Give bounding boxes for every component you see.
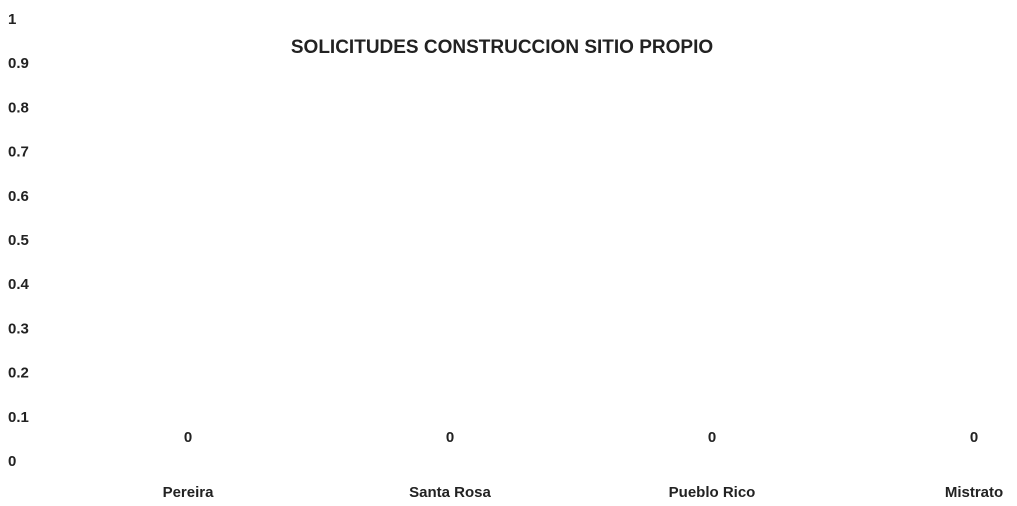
x-tick-label: Pueblo Rico: [669, 484, 756, 501]
y-tick-label: 0.4: [8, 276, 30, 293]
y-tick-label: 0.2: [8, 365, 29, 382]
data-label: 0: [708, 429, 716, 446]
x-tick-label: Pereira: [163, 484, 215, 501]
y-tick-label: 0.9: [8, 55, 29, 72]
y-tick-label: 0.8: [8, 99, 29, 116]
x-tick-label: Santa Rosa: [409, 484, 491, 501]
y-tick-label: 0.5: [8, 232, 29, 249]
x-tick-label: Mistrato: [945, 484, 1003, 501]
data-label: 0: [970, 429, 978, 446]
data-label: 0: [446, 429, 454, 446]
y-tick-label: 0.3: [8, 320, 29, 337]
y-tick-label: 1: [8, 11, 16, 28]
data-label: 0: [184, 429, 192, 446]
y-tick-label: 0.7: [8, 144, 29, 161]
y-tick-label: 0: [8, 453, 16, 470]
y-tick-label: 0.6: [8, 188, 29, 205]
chart-title: SOLICITUDES CONSTRUCCION SITIO PROPIO: [291, 37, 713, 58]
y-tick-label: 0.1: [8, 409, 29, 426]
